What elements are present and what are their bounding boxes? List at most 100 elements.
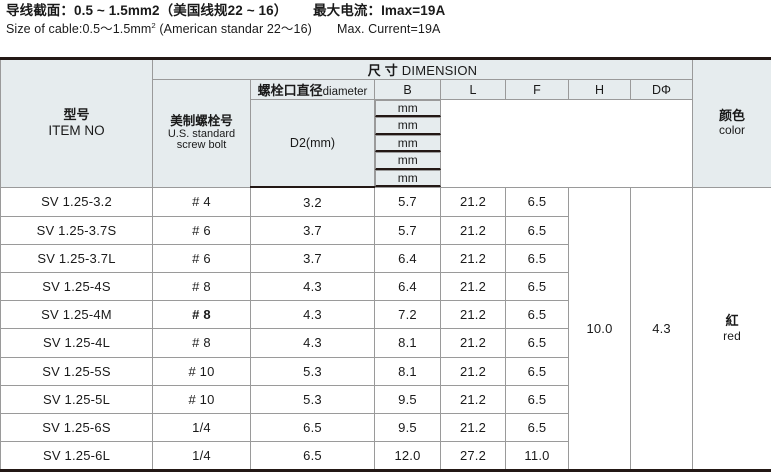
cell-screw-bolt: # 4 bbox=[153, 187, 251, 216]
header-unit-b: mm bbox=[375, 100, 441, 117]
header-col-f: F bbox=[506, 80, 569, 100]
header-col-l: L bbox=[441, 80, 506, 100]
cell-item-no: SV 1.25-3.2 bbox=[1, 187, 153, 216]
cell-screw-bolt: # 6 bbox=[153, 244, 251, 272]
cell-d2: 4.3 bbox=[251, 329, 375, 357]
cell-l: 21.2 bbox=[441, 216, 506, 244]
cell-f: 6.5 bbox=[506, 216, 569, 244]
cell-color-cn: 紅 bbox=[693, 313, 771, 329]
header-col-b: B bbox=[375, 80, 441, 100]
cell-f: 6.5 bbox=[506, 273, 569, 301]
cell-b: 5.7 bbox=[375, 187, 441, 216]
note-line-english: Size of cable:0.5～1.5mm2 (American stand… bbox=[6, 23, 771, 36]
cell-item-no: SV 1.25-5S bbox=[1, 357, 153, 385]
cell-f: 6.5 bbox=[506, 244, 569, 272]
table-head: 型号 ITEM NO 尺 寸 DIMENSION 颜色 color 美制螺栓号 bbox=[1, 59, 771, 188]
spec-table-wrapper: 型号 ITEM NO 尺 寸 DIMENSION 颜色 color 美制螺栓号 bbox=[0, 57, 771, 472]
cell-l: 21.2 bbox=[441, 301, 506, 329]
header-bolt-diameter-cn: 螺栓口直径 bbox=[258, 83, 323, 98]
cell-b: 9.5 bbox=[375, 413, 441, 441]
cable-size-en-suffix: (American standar 22～16) bbox=[156, 22, 312, 36]
cell-d2: 3.7 bbox=[251, 244, 375, 272]
header-screw-bolt-en-line2: screw bolt bbox=[153, 140, 250, 152]
cell-d2: 5.3 bbox=[251, 357, 375, 385]
header-unit-dphi: mm bbox=[375, 170, 441, 187]
header-unit-l: mm bbox=[375, 117, 441, 134]
header-dimension-cn: 尺 寸 bbox=[368, 63, 398, 78]
header-col-dphi: DΦ bbox=[631, 80, 693, 100]
cell-b: 6.4 bbox=[375, 273, 441, 301]
cell-item-no: SV 1.25-4S bbox=[1, 273, 153, 301]
note-line-chinese: 导线截面：0.5 ~ 1.5mm2（美国线规22 ~ 16） 最大电流：Imax… bbox=[6, 4, 771, 18]
cell-l: 21.2 bbox=[441, 413, 506, 441]
cell-d2: 6.5 bbox=[251, 442, 375, 471]
cell-b: 5.7 bbox=[375, 216, 441, 244]
header-color: 颜色 color bbox=[693, 59, 771, 188]
max-current-en: Max. Current=19A bbox=[337, 22, 440, 36]
cell-f: 6.5 bbox=[506, 357, 569, 385]
header-diameter-unit: D2(mm) bbox=[251, 100, 375, 188]
cell-l: 21.2 bbox=[441, 244, 506, 272]
cell-screw-bolt: # 10 bbox=[153, 385, 251, 413]
max-current-cn: 最大电流：Imax=19A bbox=[313, 3, 445, 18]
cell-d2: 4.3 bbox=[251, 273, 375, 301]
cell-item-no: SV 1.25-4M bbox=[1, 301, 153, 329]
cell-l: 21.2 bbox=[441, 273, 506, 301]
cell-f: 6.5 bbox=[506, 413, 569, 441]
cell-f: 11.0 bbox=[506, 442, 569, 471]
cell-b: 6.4 bbox=[375, 244, 441, 272]
cell-l: 21.2 bbox=[441, 357, 506, 385]
cell-b: 7.2 bbox=[375, 301, 441, 329]
header-col-h: H bbox=[569, 80, 631, 100]
cell-item-no: SV 1.25-3.7S bbox=[1, 216, 153, 244]
cell-d2: 4.3 bbox=[251, 301, 375, 329]
header-dimension-en: DIMENSION bbox=[402, 63, 477, 78]
cell-d2: 5.3 bbox=[251, 385, 375, 413]
cell-b: 8.1 bbox=[375, 357, 441, 385]
header-screw-bolt-cn: 美制螺栓号 bbox=[153, 115, 250, 129]
cell-screw-bolt: # 8 bbox=[153, 273, 251, 301]
header-item-no-en: ITEM NO bbox=[1, 123, 152, 139]
header-dimension-group: 尺 寸 DIMENSION bbox=[153, 59, 693, 80]
cell-f: 6.5 bbox=[506, 187, 569, 216]
cell-item-no: SV 1.25-6L bbox=[1, 442, 153, 471]
cell-screw-bolt: # 10 bbox=[153, 357, 251, 385]
cell-item-no: SV 1.25-5L bbox=[1, 385, 153, 413]
cell-f: 6.5 bbox=[506, 329, 569, 357]
header-row-1: 型号 ITEM NO 尺 寸 DIMENSION 颜色 color bbox=[1, 59, 771, 80]
header-unit-f: mm bbox=[375, 135, 441, 152]
cell-l: 21.2 bbox=[441, 385, 506, 413]
cell-l: 21.2 bbox=[441, 329, 506, 357]
cell-b: 12.0 bbox=[375, 442, 441, 471]
spec-sheet-page: 导线截面：0.5 ~ 1.5mm2（美国线规22 ~ 16） 最大电流：Imax… bbox=[0, 0, 771, 415]
header-item-no-cn: 型号 bbox=[1, 108, 152, 123]
header-screw-bolt: 美制螺栓号 U.S. standard screw bolt bbox=[153, 80, 251, 188]
header-item-no: 型号 ITEM NO bbox=[1, 59, 153, 188]
cell-l: 27.2 bbox=[441, 442, 506, 471]
header-color-en: color bbox=[693, 124, 771, 138]
cell-item-no: SV 1.25-6S bbox=[1, 413, 153, 441]
cell-item-no: SV 1.25-4L bbox=[1, 329, 153, 357]
cell-item-no: SV 1.25-3.7L bbox=[1, 244, 153, 272]
header-bolt-diameter-en: diameter bbox=[323, 86, 368, 98]
cell-screw-bolt: 1/4 bbox=[153, 442, 251, 471]
cell-b: 8.1 bbox=[375, 329, 441, 357]
header-color-cn: 颜色 bbox=[693, 109, 771, 124]
cell-f: 6.5 bbox=[506, 385, 569, 413]
cell-b: 9.5 bbox=[375, 385, 441, 413]
cable-size-cn: 导线截面：0.5 ~ 1.5mm2（美国线规22 ~ 16） bbox=[6, 3, 287, 18]
cell-color-en: red bbox=[693, 329, 771, 344]
cell-screw-bolt: # 8 bbox=[153, 329, 251, 357]
cable-spec-notes: 导线截面：0.5 ~ 1.5mm2（美国线规22 ~ 16） 最大电流：Imax… bbox=[0, 0, 771, 35]
cell-d2: 3.2 bbox=[251, 187, 375, 216]
cell-d2: 3.7 bbox=[251, 216, 375, 244]
cell-screw-bolt: 1/4 bbox=[153, 413, 251, 441]
cell-screw-bolt: # 6 bbox=[153, 216, 251, 244]
cell-l: 21.2 bbox=[441, 187, 506, 216]
terminal-spec-table: 型号 ITEM NO 尺 寸 DIMENSION 颜色 color 美制螺栓号 bbox=[0, 57, 771, 472]
cell-d2: 6.5 bbox=[251, 413, 375, 441]
cell-screw-bolt: # 8 bbox=[153, 301, 251, 329]
cell-dphi-merged: 4.3 bbox=[631, 187, 693, 470]
